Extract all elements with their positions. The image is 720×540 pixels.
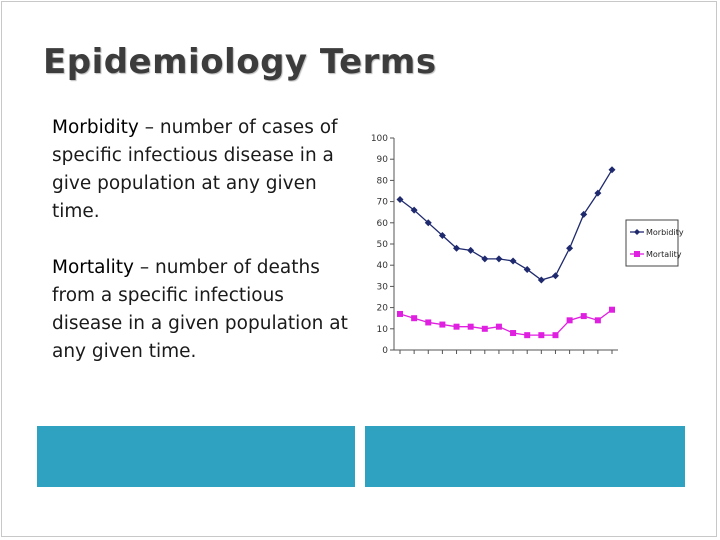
y-tick-label: 40 — [377, 261, 389, 271]
morbidity-point — [551, 272, 559, 280]
morbidity-paragraph: Morbidity – number of cases of specific … — [52, 114, 352, 226]
mortality-point — [580, 313, 587, 320]
morbidity-term: Morbidity — [52, 117, 139, 138]
y-tick-label: 70 — [377, 198, 389, 208]
y-tick-label: 0 — [382, 346, 388, 356]
mortality-series-line — [399, 309, 613, 336]
morbidity-point — [481, 255, 489, 263]
mortality-paragraph: Mortality – number of deaths from a spec… — [52, 254, 352, 366]
mortality-point — [609, 306, 615, 313]
morbidity-mortality-chart: 0 10 20 30 40 50 60 70 80 90 100 Morbidity Mortality — [371, 134, 684, 356]
mortality-point — [397, 310, 403, 317]
morbidity-definition: – number of cases of specific infectious… — [52, 117, 338, 222]
mortality-point — [453, 323, 460, 330]
morbidity-series-line — [399, 169, 613, 281]
right-accent-bar — [365, 426, 685, 487]
mortality-point — [411, 315, 418, 322]
morbidity-point — [410, 206, 418, 214]
morbidity-point — [580, 210, 588, 218]
y-tick-label: 60 — [377, 219, 389, 229]
morbidity-point — [566, 244, 574, 252]
slide-title: Epidemiology Terms — [43, 42, 437, 82]
morbidity-point — [594, 189, 602, 197]
morbidity-point — [396, 195, 404, 203]
morbidity-point — [537, 276, 545, 284]
legend-label: Morbidity — [646, 228, 684, 237]
mortality-definition: – number of deaths from a specific infec… — [52, 257, 348, 362]
y-tick-label: 50 — [377, 240, 389, 250]
mortality-point — [566, 317, 573, 324]
morbidity-point — [523, 265, 531, 273]
mortality-point — [594, 317, 601, 324]
morbidity-point — [509, 257, 517, 265]
morbidity-point — [495, 255, 503, 263]
mortality-point — [439, 321, 446, 328]
y-tick-label: 20 — [377, 304, 389, 314]
morbidity-point — [467, 246, 475, 254]
morbidity-point — [438, 232, 446, 240]
legend-marker — [634, 229, 640, 235]
mortality-point — [481, 325, 488, 332]
morbidity-point — [424, 219, 432, 227]
morbidity-point — [453, 244, 461, 252]
chart-legend — [625, 219, 679, 267]
mortality-point — [510, 330, 517, 337]
mortality-term: Mortality — [52, 257, 134, 278]
left-accent-bar — [37, 426, 355, 487]
y-tick-label: 10 — [377, 325, 389, 335]
y-tick-label: 80 — [377, 176, 389, 186]
mortality-point — [538, 332, 545, 339]
mortality-point — [552, 332, 559, 339]
legend-marker — [634, 251, 640, 257]
mortality-point — [495, 323, 502, 330]
y-tick-label: 30 — [377, 282, 389, 292]
y-tick-label: 100 — [371, 134, 388, 144]
mortality-point — [425, 319, 432, 326]
mortality-point — [467, 323, 474, 330]
mortality-point — [524, 332, 531, 339]
morbidity-point — [608, 166, 616, 174]
y-tick-label: 90 — [377, 155, 389, 165]
legend-label: Mortality — [646, 250, 682, 259]
